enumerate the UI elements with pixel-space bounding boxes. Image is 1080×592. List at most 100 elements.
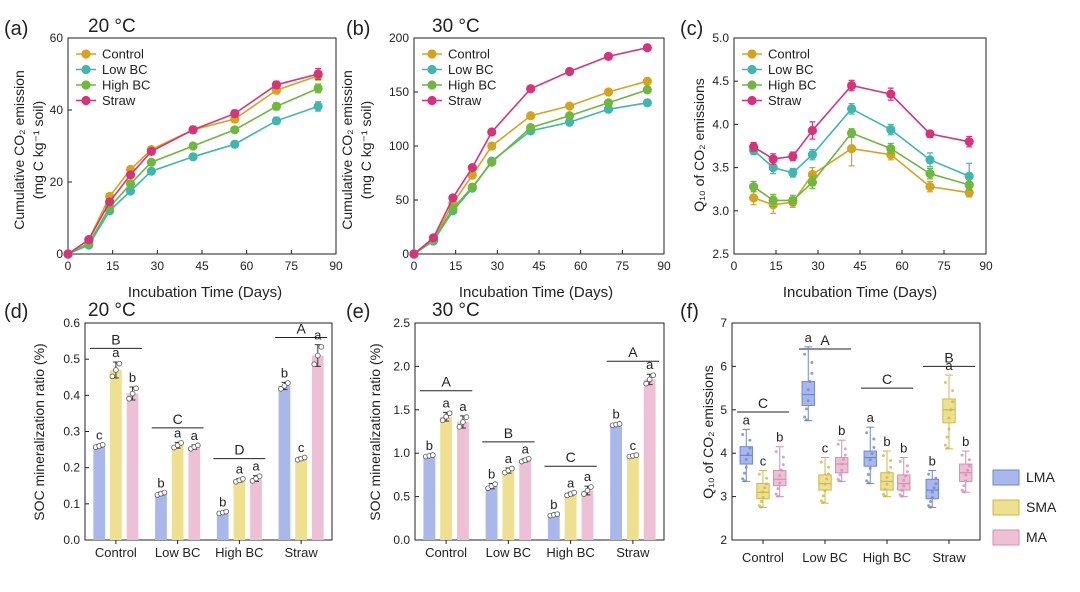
sample-point	[836, 442, 840, 446]
significance-letter: a	[743, 412, 751, 427]
sample-point	[905, 470, 909, 474]
legend-marker	[427, 49, 437, 59]
panel-c-xtick-label: 0	[731, 259, 738, 273]
sample-point	[810, 360, 814, 364]
panel-f-ytick-label: 7	[720, 316, 727, 330]
group-letter: A	[628, 344, 638, 360]
data-point-straw	[964, 137, 974, 147]
panel-a-ytick-label: 40	[50, 103, 64, 117]
data-point-lowbc	[603, 104, 614, 114]
data-point-highbc	[788, 195, 798, 206]
sample-point	[881, 492, 885, 496]
data-point-straw	[409, 249, 419, 259]
panel-b-temperature: 30 °C	[432, 16, 480, 37]
panel-e-ytick-label: 1.0	[393, 446, 410, 460]
data-point-highbc	[642, 85, 652, 95]
panel-c: (c) Q₁₀ of CO₂ emissions Incubation Time…	[680, 18, 937, 301]
sample-point	[765, 482, 769, 486]
legend-marker	[81, 49, 91, 59]
replicate-dot	[616, 421, 623, 427]
bar-sma	[502, 470, 515, 540]
panel-b-ytick-label: 0	[402, 247, 409, 261]
data-point-lowbc	[125, 186, 136, 196]
legend-label: High BC	[448, 78, 496, 93]
legend-label: MA	[1026, 529, 1048, 545]
data-point-control	[925, 182, 935, 192]
legend-marker	[427, 64, 437, 75]
bar-lma	[278, 385, 291, 540]
significance-letter: b	[929, 454, 936, 469]
sample-point	[761, 490, 765, 494]
category-label: High BC	[215, 545, 263, 560]
sample-point	[902, 478, 906, 482]
data-point-highbc	[847, 128, 857, 138]
category-label: Control	[95, 545, 137, 560]
significance-letter: b	[962, 434, 969, 449]
sample-point	[825, 477, 829, 481]
replicate-dot	[571, 489, 577, 496]
sample-point	[967, 458, 971, 462]
replicate-dot	[633, 452, 640, 458]
sample-point	[821, 501, 825, 505]
replicate-dot	[126, 395, 132, 402]
sample-point	[827, 472, 831, 476]
sample-point	[947, 416, 951, 420]
panel-b-xtick-label: 45	[532, 259, 546, 273]
data-point-highbc	[230, 125, 240, 135]
data-point-lowbc	[313, 101, 323, 111]
panel-a-temperature: 20 °C	[88, 16, 136, 37]
sample-point	[881, 454, 885, 458]
panel-e-ytick-label: 0.0	[393, 533, 410, 547]
data-point-straw	[768, 154, 778, 164]
panel-f-ytick-label: 5	[720, 403, 727, 417]
sample-point	[803, 415, 807, 419]
data-point-straw	[271, 80, 282, 90]
sample-point	[943, 443, 947, 447]
sample-point	[866, 473, 870, 477]
panel-b-ytick-label: 50	[396, 193, 410, 207]
significance-letter: b	[776, 430, 783, 445]
sample-point	[928, 500, 932, 504]
panel-f-axes: 2 3 4 5 6 7	[720, 316, 981, 547]
bar-ma	[250, 478, 262, 540]
legend-label: Straw	[102, 93, 136, 108]
replicate-dot	[311, 361, 318, 368]
sample-point	[967, 464, 971, 468]
panel-b-xtick-label: 0	[411, 259, 418, 273]
panel-c-xtick-label: 45	[853, 259, 867, 273]
bar-sma	[440, 416, 453, 540]
replicate-dot	[113, 367, 119, 373]
sample-point	[742, 479, 746, 483]
legend-label: Control	[448, 47, 490, 62]
sample-point	[763, 486, 767, 490]
panel-a-xtick-label: 60	[240, 259, 254, 273]
sample-point	[932, 486, 936, 490]
panel-c-xtick-label: 30	[811, 259, 825, 273]
panel-b-ylabel-2: (mg C kg⁻¹ soil)	[358, 101, 374, 199]
sample-point	[934, 482, 938, 486]
panel-d-ytick-label: 0.3	[63, 425, 80, 439]
panel-c-xlabel: Incubation Time (Days)	[783, 284, 937, 301]
panel-c-ytick-label: 3.0	[712, 204, 729, 218]
category-label: Control	[742, 550, 784, 565]
significance-letter: b	[550, 497, 557, 512]
replicate-dot	[99, 442, 106, 448]
sample-point	[810, 371, 814, 375]
bar-lma	[610, 424, 622, 540]
data-point-highbc	[125, 179, 136, 189]
sample-point	[904, 474, 908, 478]
data-point-lowbc	[230, 139, 240, 149]
data-point-lowbc	[925, 155, 935, 165]
panel-e-frame	[414, 322, 665, 541]
replicate-dot	[439, 417, 446, 424]
sample-point	[930, 495, 934, 499]
sample-point	[821, 494, 825, 498]
panel-f-legend: LMA SMA MA	[992, 469, 1057, 546]
data-point-lowbc	[564, 117, 575, 127]
sample-point	[808, 380, 812, 384]
panel-label-d: (d)	[4, 301, 28, 323]
significance-letter: b	[129, 370, 136, 385]
data-point-straw	[642, 43, 652, 53]
legend-label: Low BC	[768, 62, 814, 77]
